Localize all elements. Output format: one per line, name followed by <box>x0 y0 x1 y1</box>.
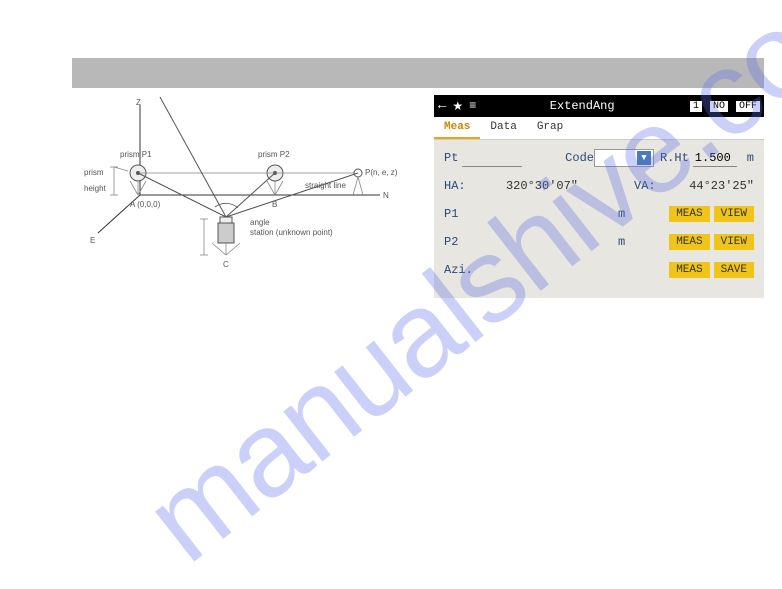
va-label: VA: <box>634 179 664 193</box>
prism-label: prism <box>84 168 104 177</box>
extend-ang-panel: ← ★ ≡ ExtendAng 1 NO OFF Meas Data Grap … <box>434 95 764 298</box>
status-no: NO <box>710 101 728 112</box>
rht-label: R.Ht <box>660 151 689 165</box>
p1-unit: m <box>618 207 625 221</box>
db-icon[interactable]: ≡ <box>469 99 476 113</box>
code-label: Code <box>565 151 594 165</box>
p2-meas-button[interactable]: MEAS <box>669 234 709 250</box>
origin-label: A (0,0,0) <box>130 200 161 209</box>
prism-p2-label: prism P2 <box>258 150 290 159</box>
panel-title: ExtendAng <box>482 99 682 113</box>
p2-label: P2 <box>444 235 474 249</box>
p2-unit: m <box>618 235 625 249</box>
pt-input[interactable] <box>462 150 522 167</box>
panel-header: ← ★ ≡ ExtendAng 1 NO OFF <box>434 95 764 117</box>
ha-value: 320°30'07" <box>478 179 578 193</box>
n-axis-label: N <box>383 191 389 200</box>
survey-diagram: Z E N A (0,0,0) B prism P1 prism P2 P(n,… <box>80 95 400 275</box>
p1-label: P1 <box>444 207 474 221</box>
back-icon[interactable]: ← <box>438 98 446 114</box>
status-off: OFF <box>736 101 760 112</box>
tab-data[interactable]: Data <box>480 117 526 139</box>
ha-label: HA: <box>444 179 478 193</box>
height-label: height <box>84 184 107 193</box>
rht-unit: m <box>747 151 754 165</box>
code-select[interactable]: ▼ <box>594 149 654 167</box>
z-axis-label: Z <box>136 98 141 107</box>
azi-meas-button[interactable]: MEAS <box>669 262 709 278</box>
pt-label: Pt <box>444 151 458 165</box>
prism-p1-label: prism P1 <box>120 150 152 159</box>
station-label: station (unknown point) <box>250 228 333 237</box>
rht-input[interactable] <box>693 150 737 167</box>
p1-view-button[interactable]: VIEW <box>714 206 754 222</box>
tab-grap[interactable]: Grap <box>527 117 573 139</box>
tab-bar: Meas Data Grap <box>434 117 764 140</box>
p1-meas-button[interactable]: MEAS <box>669 206 709 222</box>
c-point-label: C <box>223 260 229 269</box>
angle-label: angle <box>250 218 270 227</box>
tab-meas[interactable]: Meas <box>434 117 480 139</box>
p-coords-label: P(n, e, z) <box>365 168 398 177</box>
chevron-down-icon: ▼ <box>637 151 651 165</box>
panel-body: Pt Code ▼ R.Ht m HA: 320°30'07" VA: 44°2… <box>434 140 764 298</box>
azi-save-button[interactable]: SAVE <box>714 262 754 278</box>
azi-label: Azi. <box>444 263 484 277</box>
page-top-bar <box>72 58 764 88</box>
e-axis-label: E <box>90 236 95 245</box>
status-num: 1 <box>690 101 702 112</box>
p2-view-button[interactable]: VIEW <box>714 234 754 250</box>
star-icon[interactable]: ★ <box>452 99 463 114</box>
va-value: 44°23'25" <box>664 179 754 193</box>
